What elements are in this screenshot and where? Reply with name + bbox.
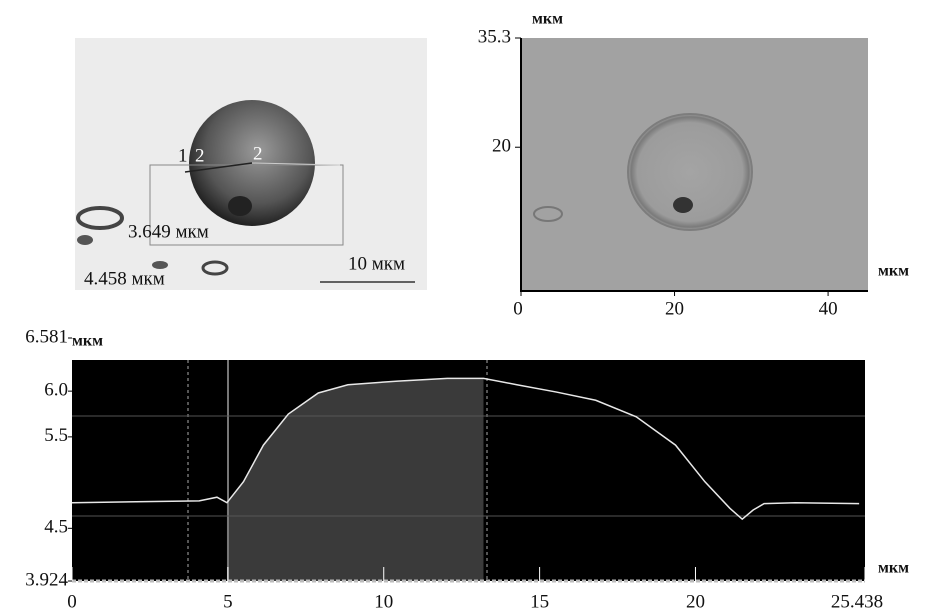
y-tick-label: 20 (492, 136, 511, 157)
figure: 1 2 2 3.649 мкм 4.458 мкм 10 мкм 0204020… (0, 0, 929, 613)
x-axis-label: мкм (878, 560, 909, 577)
length-label: 3.649 мкм (128, 221, 209, 242)
x-tick-label: 0 (67, 591, 77, 612)
x-tick-label: 15 (530, 591, 549, 612)
point-label: 2 (253, 143, 263, 164)
point-label: 2 (195, 145, 205, 166)
micrograph: 1 2 2 3.649 мкм 4.458 мкм 10 мкм (75, 38, 427, 290)
x-tick-label: 10 (374, 591, 393, 612)
afm-speck (673, 197, 693, 213)
point-label: 1 (178, 145, 188, 166)
y-tick-label: 4.5 (44, 517, 68, 538)
x-tick-label: 40 (819, 298, 838, 319)
y-tick-label: 5.5 (44, 425, 68, 446)
y-tick-label: 6.581 (25, 326, 68, 347)
x-tick-label: 20 (686, 591, 705, 612)
y-axis-label: мкм (532, 11, 563, 28)
scale-bar-label: 10 мкм (348, 253, 405, 274)
y-axis-label: мкм (72, 333, 103, 350)
y-tick-label: 3.924 (25, 569, 68, 590)
x-tick-label: 25.438 (831, 591, 883, 612)
length-label: 4.458 мкм (84, 268, 165, 289)
afm-drop (628, 114, 752, 230)
x-axis-label: мкм (878, 263, 909, 280)
y-tick-label: 6.0 (44, 379, 68, 400)
x-tick-label: 5 (223, 591, 233, 612)
x-tick-label: 0 (513, 298, 523, 319)
y-tick-label: 35.3 (478, 26, 511, 47)
x-tick-label: 20 (665, 298, 684, 319)
